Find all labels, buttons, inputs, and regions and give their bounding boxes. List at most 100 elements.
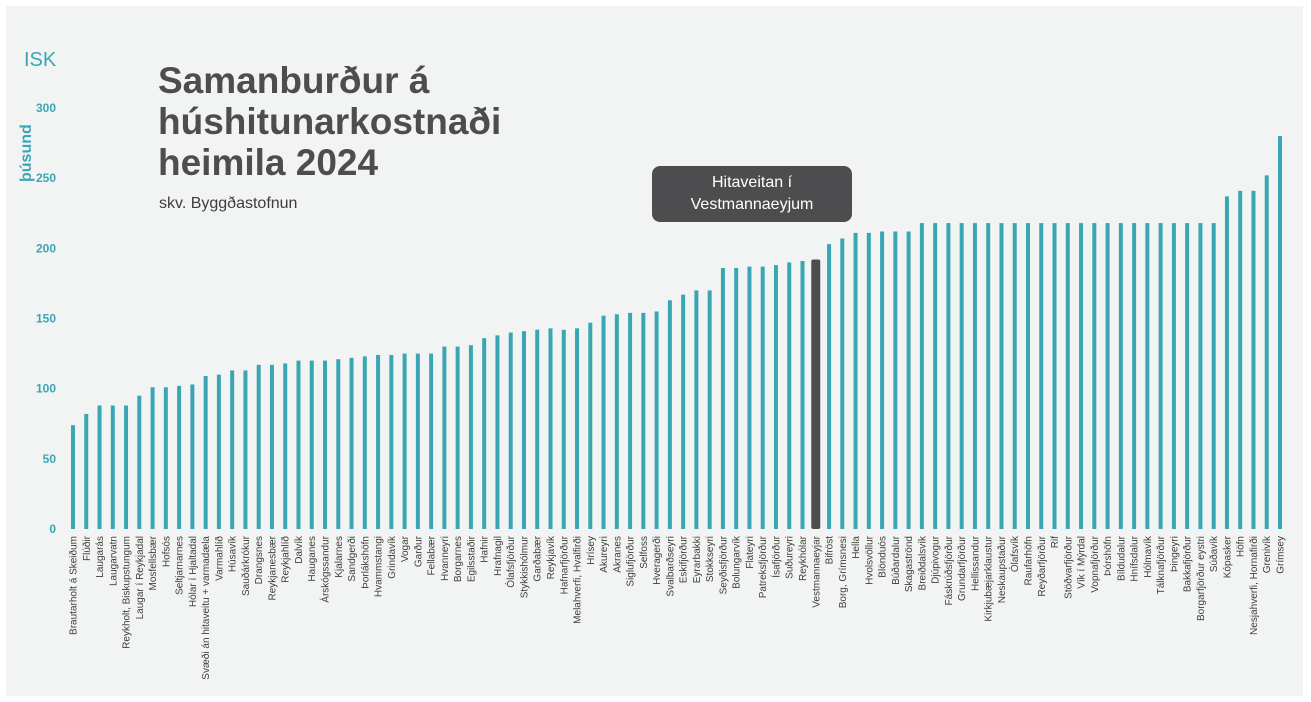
bar	[323, 360, 328, 529]
bar	[309, 360, 314, 529]
x-tick-label: Kópasker	[1222, 535, 1233, 578]
x-tick-label: Reykholt, Biskupstungum	[122, 536, 133, 649]
x-tick-label: Akranes	[612, 536, 623, 573]
bar	[959, 223, 964, 529]
x-tick-label: Djúpivogur	[931, 535, 942, 583]
x-tick-label: Hólmavík	[1143, 535, 1154, 578]
x-tick-label: Hafnarfjörður	[558, 535, 570, 594]
bar	[1012, 223, 1017, 529]
bar	[800, 260, 805, 529]
x-tick-label: Kjalarnes	[334, 536, 345, 578]
unit-label: ISK	[24, 49, 57, 71]
bar	[720, 267, 725, 529]
bar	[429, 353, 434, 529]
bar	[654, 311, 659, 529]
bar	[760, 266, 765, 529]
bar	[1224, 196, 1229, 529]
x-tick-label: Drangsnes	[254, 536, 265, 584]
bar	[1105, 223, 1110, 529]
bar	[1145, 223, 1150, 529]
x-tick-label: Laugar í Reykjadal	[135, 536, 146, 619]
x-tick-label: Hauganes	[307, 536, 318, 582]
bar	[853, 232, 858, 529]
bar	[349, 357, 354, 529]
bar	[734, 267, 739, 529]
bar	[588, 322, 593, 529]
x-tick-label: Fellabær	[427, 535, 438, 575]
bar	[667, 300, 672, 529]
x-tick-label: Vopnafjörður	[1089, 535, 1101, 592]
chart-panel: 0 50 100 150 200 250 300 Brautarholt á Skeiðum…	[6, 6, 1303, 696]
x-tick-label: Sandgerði	[346, 536, 358, 582]
x-tick-label: Vík í Mýrdal	[1077, 536, 1088, 589]
x-tick-label: Þorlákshöfn	[360, 536, 371, 589]
bar	[269, 364, 274, 529]
x-tick-label: Vogar	[400, 535, 411, 562]
x-tick-label: Stykkishólmur	[519, 535, 530, 598]
bar	[535, 329, 540, 529]
x-tick-label: Höfn	[1236, 536, 1247, 557]
x-tick-label: Borgarfjörður eystri	[1195, 536, 1207, 621]
x-tick-label: Búðardalur	[890, 535, 902, 585]
x-tick-label: Seyðisfjörður	[717, 535, 729, 594]
bar	[1092, 223, 1097, 529]
x-tick-label: Þingeyri	[1169, 536, 1180, 572]
bar	[1211, 223, 1216, 529]
bar	[1052, 223, 1057, 529]
chart-title-line: heimila 2024	[158, 142, 379, 183]
bar	[1039, 223, 1044, 529]
x-tick-label: Laugarvatn	[108, 536, 119, 586]
x-tick-label: Raufarhöfn	[1023, 536, 1034, 585]
x-tick-label: Mosfellsbær	[148, 535, 159, 590]
x-tick-label: Hvanneyri	[440, 536, 451, 581]
x-tick-label: Hrísey	[586, 536, 597, 565]
x-tick-label: Hvammstangi	[374, 536, 385, 597]
highlight-callout: Hitaveitan í Vestmannaeyjum	[652, 166, 852, 222]
x-tick-label: Selfoss	[639, 536, 650, 569]
bar	[1264, 175, 1269, 530]
y-tick-label: 250	[36, 171, 56, 185]
x-tick-label: Þórshöfn	[1103, 536, 1114, 576]
y-tick-label: 50	[43, 452, 57, 466]
bar	[628, 312, 633, 529]
bar	[773, 265, 778, 529]
bar-highlight	[811, 259, 821, 529]
bar	[893, 231, 898, 529]
bar	[402, 353, 407, 529]
bar	[137, 395, 142, 529]
y-tick-label: 200	[36, 241, 56, 255]
bar	[296, 360, 301, 529]
bar	[933, 223, 938, 529]
x-tick-label: Nesjahverfi, Hornafirði	[1248, 536, 1260, 635]
x-tick-label: Hnífsdalur	[1130, 535, 1141, 581]
bar	[1158, 223, 1163, 529]
bar	[455, 346, 460, 529]
bar	[71, 425, 75, 529]
bar	[561, 329, 566, 529]
y-tick-label: 0	[49, 522, 56, 536]
bar	[1118, 223, 1123, 529]
x-tick-label: Reykjahlíð	[280, 536, 292, 583]
bar	[1079, 223, 1084, 529]
bar	[283, 363, 288, 529]
x-tick-label: Hella	[851, 536, 862, 559]
bar	[256, 364, 261, 529]
x-tick-label: Blönduós	[878, 536, 889, 578]
x-tick-label: Reykjavík	[546, 535, 557, 579]
x-axis-labels: Brautarholt á Skeiðum Flúðir Laugarás Lauga…	[68, 535, 1287, 680]
x-tick-label: Brautarholt á Skeiðum	[68, 536, 80, 635]
bar	[163, 387, 168, 529]
bar	[177, 385, 182, 529]
y-tick-label: 100	[36, 382, 56, 396]
x-tick-label: Árskógssandur	[319, 535, 332, 602]
bar	[495, 335, 500, 529]
bar	[1185, 223, 1190, 529]
bar	[482, 338, 487, 529]
bar	[1251, 190, 1256, 529]
bar	[1171, 223, 1176, 529]
x-tick-label: Stokkseyri	[705, 536, 716, 582]
x-tick-label: Svæði án hitaveitu + varmadæla	[200, 536, 212, 680]
x-tick-label: Kirkjubæjarklaustur	[984, 535, 995, 621]
x-tick-label: Melahverfi, Hvalfirði	[572, 536, 584, 624]
bar	[1198, 223, 1203, 529]
